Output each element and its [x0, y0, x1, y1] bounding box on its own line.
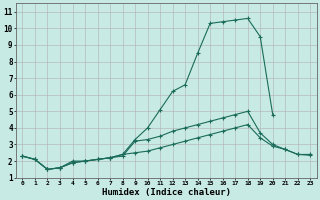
X-axis label: Humidex (Indice chaleur): Humidex (Indice chaleur) [102, 188, 231, 197]
